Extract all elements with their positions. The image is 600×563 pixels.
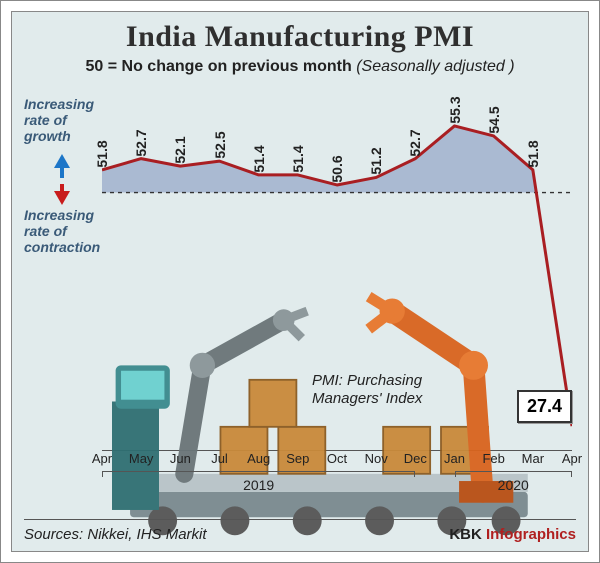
value-label: 51.4 — [251, 145, 267, 172]
chart-area: Increasing rate of growth Increasing rat… — [24, 92, 576, 495]
value-label: 51.8 — [94, 140, 110, 167]
x-tick: Feb — [482, 451, 504, 466]
chart-title: India Manufacturing PMI — [12, 12, 588, 54]
x-tick: Aug — [247, 451, 270, 466]
x-tick: Apr — [562, 451, 582, 466]
value-label: 52.1 — [172, 137, 188, 164]
value-label: 51.4 — [290, 145, 306, 172]
chart-subtitle: 50 = No change on previous month (Season… — [12, 54, 588, 76]
x-tick: Jun — [170, 451, 191, 466]
x-tick: Apr — [92, 451, 112, 466]
x-axis: AprMayJunJulAugSepOctNovDecJanFebMarApr … — [102, 451, 572, 495]
value-label: 52.5 — [212, 131, 228, 158]
pmi-footnote: PMI: Purchasing Managers' Index — [312, 372, 442, 408]
arrow-up-stem — [60, 168, 64, 178]
brand-a: KBK — [449, 526, 482, 543]
value-label: 54.5 — [486, 106, 502, 133]
plot: 51.8 52.7 52.1 52.5 51.4 51.4 50.6 51.2 52.7 55.3… — [102, 92, 572, 451]
value-label: 50.6 — [329, 155, 345, 182]
infographic-frame: India Manufacturing PMI 50 = No change o… — [0, 0, 600, 563]
x-tick: Jul — [211, 451, 228, 466]
growth-label: Increasing rate of growth — [24, 96, 102, 144]
value-label: 55.3 — [447, 96, 463, 123]
subtitle-italic: (Seasonally adjusted ) — [356, 58, 514, 75]
baseline-arrows — [54, 154, 70, 205]
value-label: 51.8 — [525, 140, 541, 167]
x-tick: May — [129, 451, 154, 466]
brand: KBK Infographics — [449, 526, 576, 543]
x-tick: Sep — [286, 451, 309, 466]
year-label: 2019 — [243, 477, 274, 493]
value-label: 51.2 — [368, 148, 384, 175]
value-label: 52.7 — [133, 129, 149, 156]
contraction-label: Increasing rate of contraction — [24, 207, 102, 255]
x-tick: Mar — [522, 451, 544, 466]
sources-text: Sources: Nikkei, IHS Markit — [24, 526, 207, 543]
year-rule: 2019 2020 — [102, 471, 572, 493]
value-label: 52.7 — [407, 129, 423, 156]
last-value-badge: 27.4 — [517, 390, 572, 423]
x-tick: Oct — [327, 451, 347, 466]
x-tick: Dec — [404, 451, 427, 466]
year-label: 2020 — [498, 477, 529, 493]
subtitle-bold: 50 = No change on previous month — [85, 58, 351, 75]
panel: India Manufacturing PMI 50 = No change o… — [11, 11, 589, 552]
footer: Sources: Nikkei, IHS Markit KBK Infograp… — [24, 519, 576, 543]
arrow-up-icon — [54, 154, 70, 168]
brand-b: Infographics — [486, 526, 576, 543]
arrow-down-icon — [54, 191, 70, 205]
x-tick: Nov — [365, 451, 388, 466]
x-tick-row: AprMayJunJulAugSepOctNovDecJanFebMarApr — [102, 451, 572, 469]
x-tick: Jan — [444, 451, 465, 466]
